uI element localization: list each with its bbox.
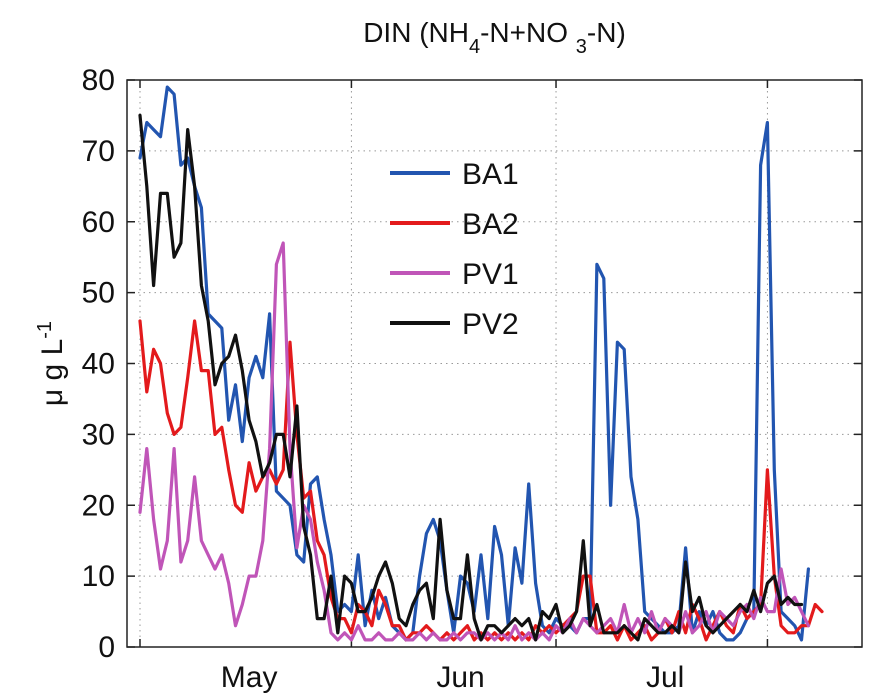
legend-label-ba2: BA2 [462, 208, 519, 241]
y-axis-label: μ g L-1 [34, 321, 69, 406]
x-tick-label: Jul [646, 661, 684, 694]
y-tick-label: 40 [82, 348, 115, 381]
series-lines [138, 85, 824, 642]
x-tick-label: May [221, 661, 278, 694]
y-tick-label: 30 [82, 418, 115, 451]
legend-label-pv1: PV1 [462, 258, 519, 291]
y-tick-label: 50 [82, 277, 115, 310]
y-tick-label: 20 [82, 489, 115, 522]
y-tick-label: 0 [98, 631, 115, 664]
y-tick-label: 60 [82, 206, 115, 239]
title-part: DIN (NH [363, 17, 469, 48]
legend: BA1 BA2 PV1 PV2 [390, 158, 519, 341]
series-line-ba2 [138, 319, 824, 642]
title-part: -N) [587, 17, 626, 48]
legend-label-ba1: BA1 [462, 158, 519, 191]
title-subscript: 3 [576, 36, 587, 58]
title-part: -N+NO [480, 17, 576, 48]
y-tick-label: 80 [82, 64, 115, 97]
y-tick-label: 70 [82, 135, 115, 168]
title-subscript: 4 [469, 36, 480, 58]
y-tick-label: 10 [82, 560, 115, 593]
axis-ticks: 0 10 20 30 40 50 60 70 80 May Jun Jul [82, 64, 862, 694]
ylabel-superscript: -1 [34, 321, 56, 339]
chart-title: DIN (NH4-N+NO 3-N) [363, 17, 626, 58]
legend-label-pv2: PV2 [462, 308, 519, 341]
series-line-pv2 [138, 113, 804, 642]
series-line-pv1 [138, 241, 811, 642]
x-tick-label: Jun [436, 661, 484, 694]
ylabel-part: μ g L [36, 339, 69, 406]
